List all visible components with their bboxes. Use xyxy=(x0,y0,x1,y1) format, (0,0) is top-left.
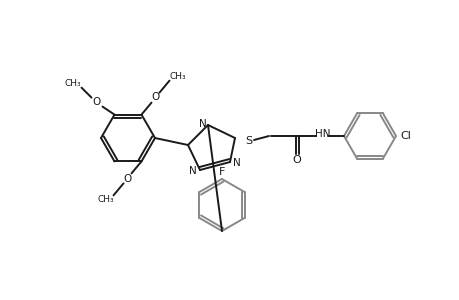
Text: HN: HN xyxy=(314,129,330,139)
Text: Cl: Cl xyxy=(400,131,410,141)
Text: CH₃: CH₃ xyxy=(169,72,185,81)
Text: O: O xyxy=(92,97,101,106)
Text: S: S xyxy=(245,136,252,146)
Text: O: O xyxy=(151,92,159,102)
Text: O: O xyxy=(292,155,301,165)
Text: CH₃: CH₃ xyxy=(64,79,81,88)
Text: N: N xyxy=(199,119,207,129)
Text: CH₃: CH₃ xyxy=(97,195,113,204)
Text: N: N xyxy=(233,158,241,168)
Text: O: O xyxy=(123,174,131,184)
Text: F: F xyxy=(218,167,225,177)
Text: N: N xyxy=(189,166,196,176)
